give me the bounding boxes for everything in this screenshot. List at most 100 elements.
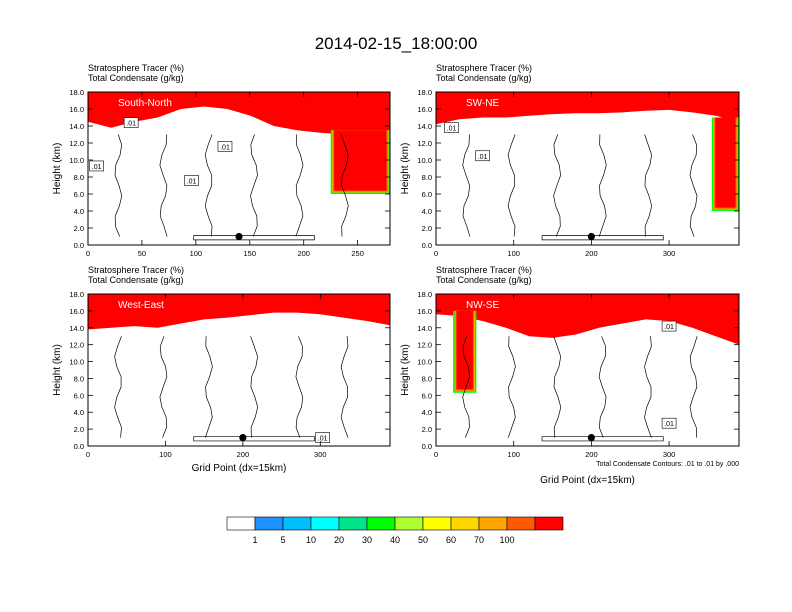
condensate-contour [541,436,664,442]
condensate-contour [295,336,304,438]
y-tick-label: 6.0 [74,190,84,199]
y-tick-label: 14.0 [69,324,84,333]
colorbar-label: 40 [390,535,400,545]
x-tick-label: 300 [314,450,327,459]
colorbar-label: 30 [362,535,372,545]
y-tick-label: 2.0 [74,224,84,233]
condensate-contour [507,336,516,438]
x-tick-label: 200 [585,450,598,459]
panel-title-line2: Total Condensate (g/kg) [88,73,184,83]
tracer-top-layer [436,92,739,99]
contour-label: .01 [664,324,674,331]
footnote: Total Condensate Contours: .01 to .01 by… [596,461,739,468]
y-tick-label: 0.0 [422,442,432,451]
x-tick-label: 100 [190,249,203,258]
contour-label: .01 [318,436,328,443]
x-tick-label: 0 [434,249,438,258]
location-marker [587,232,595,241]
condensate-contour [340,336,349,438]
tracer-top-layer [436,294,739,301]
tracer-top-layer [88,92,390,99]
y-tick-label: 6.0 [422,391,432,400]
figure-title: 2014-02-15_18:00:00 [315,34,478,53]
panel-title-line1: Stratosphere Tracer (%) [88,265,184,275]
colorbar-swatch [534,516,564,531]
x-tick-label: 200 [585,249,598,258]
colorbar-swatch [366,516,396,531]
panel-title-line2: Total Condensate (g/kg) [436,73,532,83]
y-tick-label: 4.0 [422,408,432,417]
colorbar-swatch [422,516,452,531]
panel-title-line1: Stratosphere Tracer (%) [88,63,184,73]
y-tick-label: 4.0 [422,207,432,216]
x-axis-label: Grid Point (dx=15km) [540,475,635,486]
panel-label: South-North [118,98,172,109]
y-tick-label: 18.0 [417,88,432,97]
condensate-contour [598,336,607,438]
condensate-contour [644,336,652,438]
plot-area: .01 .01 .01 .01 [88,92,390,245]
condensate-contour [114,134,123,237]
tracer-band [436,92,739,125]
x-tick-label: 0 [434,450,438,459]
contour-label: .01 [478,154,488,161]
y-tick-label: 0.0 [422,241,432,250]
colorbar-swatch [478,516,508,531]
plot-frame [435,91,740,246]
colorbar-swatch [338,516,368,531]
contour-label-box [315,432,330,443]
condensate-contour [507,134,516,237]
condensate-contour [541,235,664,241]
x-tick-label: 100 [159,450,172,459]
condensate-contour [159,134,168,237]
x-tick-label: 200 [297,249,310,258]
y-axis-label: Height (km) [400,344,411,396]
panel-title-line1: Stratosphere Tracer (%) [436,265,532,275]
condensate-contour [462,336,471,438]
x-tick-label: 0 [86,450,90,459]
colorbar-swatch [506,516,536,531]
condensate-contour [553,134,561,237]
colorbar-label: 70 [474,535,484,545]
colorbar-swatch [450,516,480,531]
y-tick-label: 2.0 [422,224,432,233]
plot-area: .01 [88,294,390,446]
colorbar-label: 60 [446,535,456,545]
colorbar-swatch [254,516,284,531]
contour-label-box [123,117,139,128]
y-tick-label: 4.0 [74,207,84,216]
location-marker [235,232,243,241]
y-tick-label: 16.0 [69,307,84,316]
contour-label-box [475,150,490,162]
y-tick-label: 14.0 [69,122,84,131]
plot-area: .01 .01 [436,294,739,446]
y-tick-label: 10.0 [69,358,84,367]
panels: .01 .01 .01 .01 South-North Stratosphere Trac… [52,63,740,486]
condensate-contour [598,134,607,237]
plot-frame [435,293,740,447]
condensate-contour [553,336,562,438]
y-tick-label: 16.0 [69,105,84,114]
y-tick-label: 12.0 [417,139,432,148]
y-tick-label: 8.0 [74,374,84,383]
chart-panel: .01 .01 .01 .01 South-North Stratosphere Trac… [52,63,391,258]
y-tick-label: 18.0 [69,290,84,299]
colorbar-label: 1 [252,535,257,545]
panel-label: NW-SE [466,300,499,311]
chart-panel: .01 .01 SW-NE Stratosphere Tracer (%)Total … [400,63,740,258]
y-tick-label: 8.0 [422,374,432,383]
y-tick-label: 6.0 [74,391,84,400]
panel-title-line2: Total Condensate (g/kg) [88,275,184,285]
condensate-contour [159,336,168,438]
y-tick-label: 6.0 [422,190,432,199]
y-axis-label: Height (km) [52,344,63,396]
contour-label: .01 [126,121,136,128]
x-tick-label: 200 [237,450,250,459]
location-marker [239,433,247,442]
contour-label: .01 [92,164,102,171]
condensate-contour [204,336,213,438]
y-tick-label: 12.0 [69,341,84,350]
contour-label-box [661,320,677,332]
x-axis-label: Grid Point (dx=15km) [192,463,287,474]
